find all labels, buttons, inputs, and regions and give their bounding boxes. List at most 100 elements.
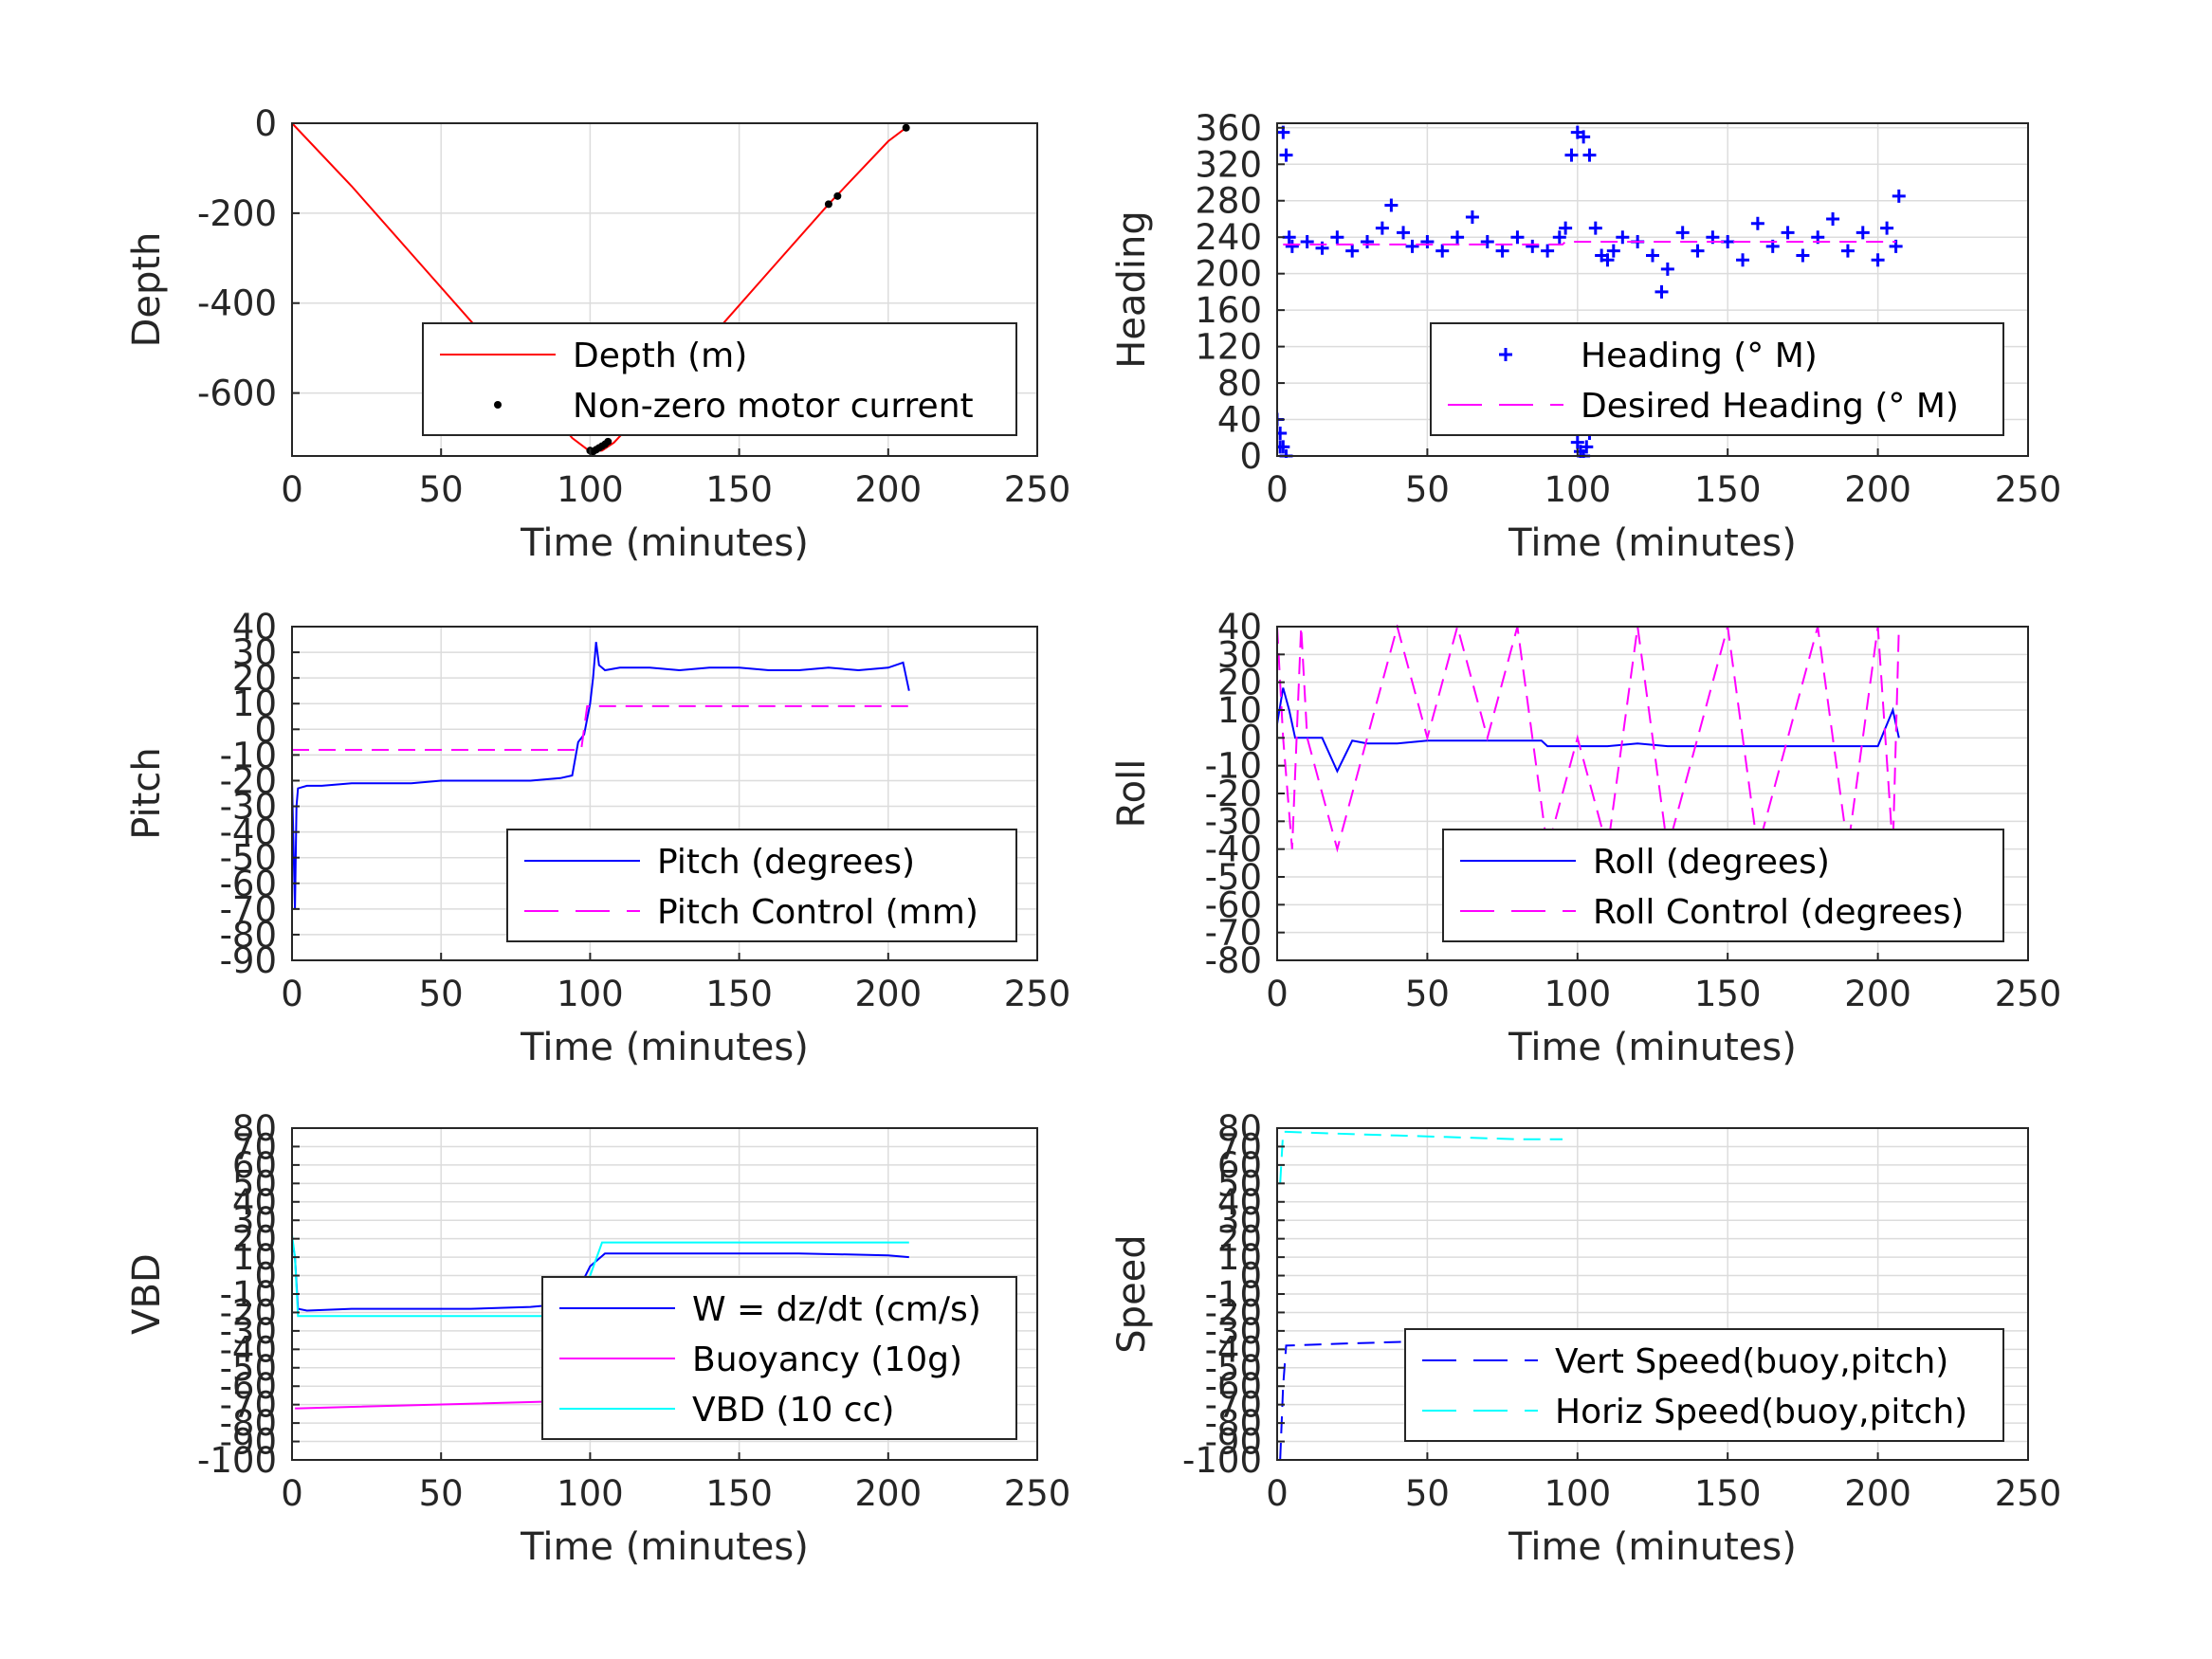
x-axis-label: Time (minutes) bbox=[1508, 521, 1797, 565]
y-tick-label: -10 bbox=[220, 735, 277, 775]
y-tick-label: 80 bbox=[232, 1108, 277, 1149]
series-1-marker bbox=[1345, 244, 1360, 258]
y-tick-label: 80 bbox=[1217, 363, 1262, 404]
y-tick-label: 320 bbox=[1195, 144, 1262, 185]
y-tick-label: -70 bbox=[220, 1385, 277, 1426]
chart-panel-6: 0 50 100 150 200 25080706050403020100-10-20-3… bbox=[1110, 1108, 2061, 1569]
y-axis-label: Heading bbox=[1110, 210, 1154, 368]
legend-label: Depth (m) bbox=[573, 337, 747, 375]
series-2-marker bbox=[1580, 440, 1594, 454]
y-tick-label: 70 bbox=[1217, 1126, 1262, 1167]
y-tick-label: -60 bbox=[1205, 884, 1262, 925]
x-tick-label: 50 bbox=[419, 974, 464, 1014]
series-1-line bbox=[292, 122, 907, 453]
y-tick-label: -90 bbox=[220, 1422, 277, 1463]
series-1-marker bbox=[1552, 230, 1566, 245]
x-tick-label: 250 bbox=[1995, 1473, 2062, 1514]
series-1-marker bbox=[1736, 253, 1750, 267]
y-tick-label: 120 bbox=[1195, 327, 1262, 368]
series-1-marker bbox=[1889, 239, 1903, 253]
series-2-line bbox=[292, 704, 909, 751]
y-tick-label: 20 bbox=[232, 658, 277, 699]
legend-swatch bbox=[494, 401, 502, 409]
legend: Depth (m) Non-zero motor current bbox=[422, 322, 1017, 436]
x-tick-label: 250 bbox=[1004, 469, 1071, 510]
y-tick-label: -20 bbox=[1205, 774, 1262, 814]
y-tick-label: -40 bbox=[1205, 830, 1262, 870]
x-axis-label: Time (minutes) bbox=[520, 521, 809, 565]
y-tick-label: -30 bbox=[1205, 801, 1262, 842]
legend-box bbox=[1430, 322, 2004, 436]
axes-box bbox=[291, 122, 1038, 457]
x-axis-label: Time (minutes) bbox=[520, 1026, 809, 1069]
legend-label: Roll Control (degrees) bbox=[1593, 893, 1964, 932]
y-tick-label: -600 bbox=[197, 374, 277, 414]
x-tick-label: 150 bbox=[1694, 469, 1762, 510]
y-tick-label: -90 bbox=[220, 940, 277, 981]
legend: Pitch (degrees) Pitch Control (mm) bbox=[506, 829, 1017, 942]
x-tick-label: 250 bbox=[1004, 1473, 1071, 1514]
y-tick-label: -40 bbox=[1205, 1329, 1262, 1370]
x-tick-label: 200 bbox=[1844, 469, 1911, 510]
series-1-marker bbox=[1465, 210, 1479, 225]
y-tick-label: -90 bbox=[1205, 1422, 1262, 1463]
series-1-line bbox=[1277, 687, 1900, 774]
legend-label: Pitch (degrees) bbox=[657, 843, 915, 882]
y-tick-label: 0 bbox=[1239, 1256, 1262, 1297]
series-1-marker bbox=[1654, 284, 1669, 299]
data-layer bbox=[1277, 125, 1906, 458]
y-tick-label: 10 bbox=[232, 684, 277, 724]
x-tick-label: 150 bbox=[1694, 974, 1762, 1014]
x-tick-label: 150 bbox=[705, 974, 773, 1014]
y-tick-label: 40 bbox=[1217, 400, 1262, 441]
x-tick-label: 100 bbox=[1544, 974, 1611, 1014]
y-tick-label: 30 bbox=[1217, 1200, 1262, 1241]
y-tick-label: -100 bbox=[197, 1440, 277, 1481]
legend-label: Buoyancy (10g) bbox=[692, 1340, 962, 1379]
x-tick-label: 100 bbox=[557, 974, 624, 1014]
series-1-marker bbox=[1582, 148, 1597, 162]
y-tick-label: 10 bbox=[1217, 690, 1262, 731]
y-tick-label: 160 bbox=[1195, 290, 1262, 331]
x-tick-label: 200 bbox=[1844, 974, 1911, 1014]
series-1-marker bbox=[1420, 235, 1435, 249]
y-tick-label: 30 bbox=[1217, 634, 1262, 675]
y-tick-label: -20 bbox=[220, 760, 277, 801]
y-axis-label: Roll bbox=[1110, 759, 1154, 829]
x-tick-label: 200 bbox=[854, 974, 922, 1014]
series-2-point bbox=[902, 123, 910, 132]
y-tick-label: 280 bbox=[1195, 181, 1262, 222]
x-tick-label: 200 bbox=[854, 1473, 922, 1514]
series-1-marker bbox=[1781, 226, 1795, 240]
series-2-line bbox=[1279, 1130, 1563, 1184]
y-tick-label: -20 bbox=[220, 1292, 277, 1333]
y-tick-label: -70 bbox=[1205, 1385, 1262, 1426]
x-tick-label: 0 bbox=[1266, 974, 1289, 1014]
x-tick-label: 50 bbox=[1405, 974, 1450, 1014]
series-2-point bbox=[604, 437, 612, 446]
series-1-marker bbox=[1526, 239, 1540, 253]
y-axis-label: Speed bbox=[1110, 1234, 1154, 1353]
series-1-marker bbox=[1840, 244, 1855, 258]
series-1-marker bbox=[1871, 253, 1885, 267]
legend-label: Horiz Speed(buoy,pitch) bbox=[1555, 1393, 1967, 1431]
series-1-marker bbox=[1750, 216, 1764, 230]
y-tick-label: -30 bbox=[220, 1311, 277, 1352]
y-tick-label: -40 bbox=[220, 812, 277, 853]
y-tick-label: 80 bbox=[1217, 1108, 1262, 1149]
series-1-marker bbox=[1279, 148, 1293, 162]
data-layer bbox=[1279, 1130, 1563, 1461]
y-tick-label: -70 bbox=[220, 889, 277, 930]
series-1-marker bbox=[1510, 230, 1525, 245]
x-tick-label: 250 bbox=[1995, 974, 2062, 1014]
y-tick-label: 20 bbox=[1217, 1219, 1262, 1260]
x-tick-label: 150 bbox=[705, 469, 773, 510]
series-2-point bbox=[833, 191, 842, 200]
y-tick-label: 40 bbox=[1217, 607, 1262, 647]
y-tick-label: -400 bbox=[197, 283, 277, 324]
y-tick-label: 20 bbox=[232, 1219, 277, 1260]
y-tick-label: 200 bbox=[1195, 254, 1262, 295]
x-tick-label: 200 bbox=[1844, 1473, 1911, 1514]
y-axis-label: VBD bbox=[125, 1253, 169, 1335]
y-tick-label: -80 bbox=[1205, 940, 1262, 981]
